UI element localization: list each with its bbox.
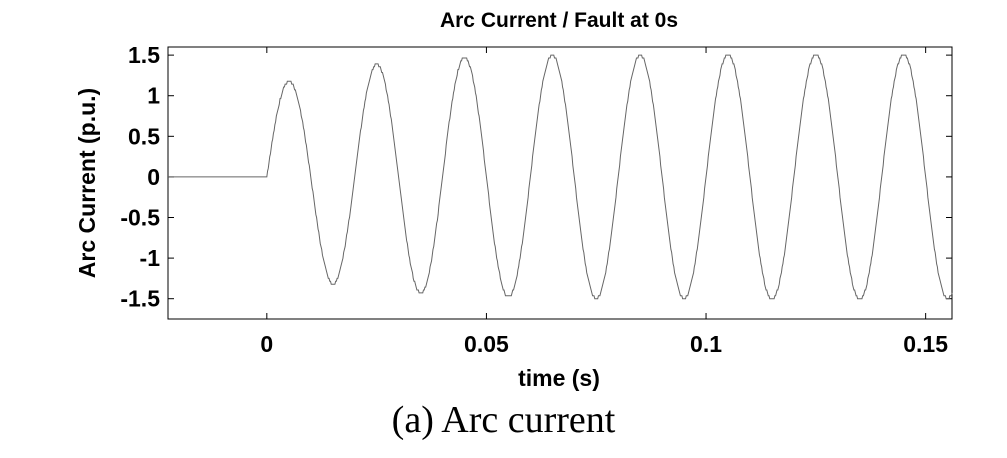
x-tick-label: 0.05 xyxy=(464,331,509,357)
y-tick-label: 1.5 xyxy=(128,42,160,68)
y-axis-label: Arc Current (p.u.) xyxy=(74,88,100,278)
x-axis-label: time (s) xyxy=(518,365,600,391)
plot-area-frame xyxy=(167,46,953,320)
x-tick-label: 0.15 xyxy=(903,331,948,357)
arc-current-series-line xyxy=(168,54,953,300)
y-tick-label: 0.5 xyxy=(128,123,160,149)
y-tick-label: -1.5 xyxy=(120,286,160,312)
chart-title: Arc Current / Fault at 0s xyxy=(440,9,678,32)
y-tick-label: 1 xyxy=(147,83,160,109)
y-tick-label: 0 xyxy=(147,164,160,190)
y-tick-label: -1 xyxy=(140,245,161,271)
figure-caption: (a) Arc current xyxy=(391,399,616,441)
x-axis: 0 0.05 0.1 0.15 xyxy=(260,47,948,357)
y-tick-label: -0.5 xyxy=(120,205,160,231)
x-tick-label: 0 xyxy=(260,331,273,357)
x-tick-label: 0.1 xyxy=(690,331,722,357)
y-axis: 1.5 1 0.5 0 -0.5 -1 -1.5 xyxy=(120,42,952,312)
